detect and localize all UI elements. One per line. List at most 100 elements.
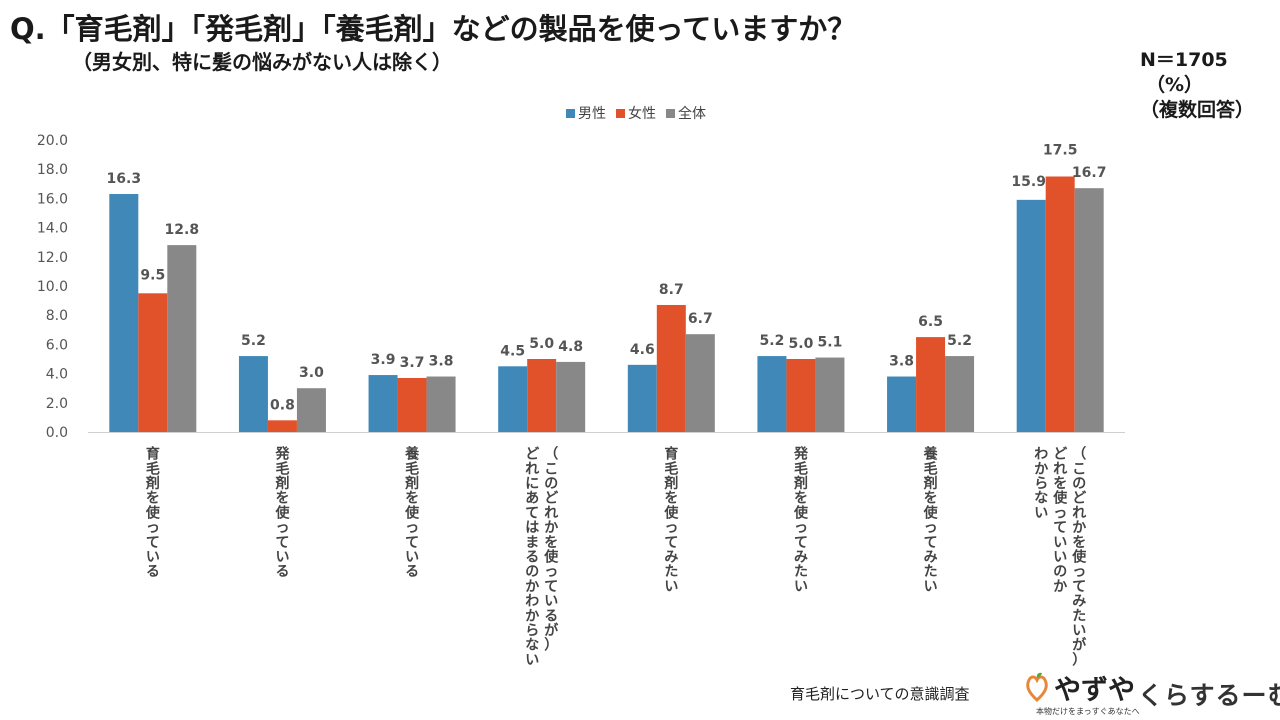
category-label-char: 剤 [145, 475, 160, 492]
multiple-answer-note: （複数回答） [1140, 99, 1255, 121]
category-label-char: 使 [923, 504, 939, 521]
category-label-char: て [275, 535, 289, 551]
category-label-char: 使 [663, 504, 679, 521]
yazuya-logo: やずや 本物だけをまっすぐあなたへ [1024, 668, 1140, 718]
chart-subtitle: （男女別、特に髪の悩みがない人は除く） [72, 50, 452, 74]
category-label-char: わ [525, 594, 539, 610]
category-label: 養毛剤を使っている [404, 446, 420, 581]
value-label-total: 16.7 [1072, 165, 1107, 181]
category-label-char: 毛 [794, 460, 808, 477]
bar-total [296, 388, 326, 432]
category-label-char: っ [1053, 505, 1067, 521]
category-label-char: た [794, 564, 808, 580]
category-label-char: 使 [404, 504, 420, 521]
category-label-char: ） [1072, 652, 1086, 668]
category-label-char: か [544, 520, 558, 536]
category-label-char: み [794, 550, 808, 566]
category-label-char: の [1053, 564, 1067, 580]
category-label-char: を [405, 491, 419, 507]
bar-total [685, 334, 715, 432]
category-label: （このどれかを使ってみたいが） [1071, 447, 1087, 669]
y-tick-label: 6.0 [46, 337, 68, 353]
value-label-male: 15.9 [1011, 174, 1046, 190]
category-label: どれにあてはまるのかわからない [525, 447, 539, 669]
category-label-char: っ [1072, 564, 1086, 580]
category-label: 発毛剤を使っている [274, 446, 290, 581]
category-label-char: 剤 [274, 475, 289, 492]
category-label-char: を [664, 491, 678, 507]
bar-total [556, 361, 586, 432]
category-label-char: ど [544, 491, 558, 507]
category-label-char: っ [924, 520, 938, 536]
category-label-char: か [525, 579, 539, 595]
category-label-char: る [544, 608, 558, 624]
category-label-char: れ [1072, 505, 1086, 521]
category-label-char: （ [544, 447, 558, 463]
category-label-char: 剤 [663, 475, 678, 492]
category-label-char: 剤 [923, 475, 938, 492]
category-label-char: こ [1072, 461, 1086, 477]
category-label-char: っ [405, 520, 419, 536]
legend-label-female: 女性 [628, 106, 656, 122]
category-label-char: ら [1034, 476, 1048, 492]
category-label-char: が [544, 622, 559, 639]
y-tick-label: 20.0 [37, 133, 68, 149]
legend: 男性 女性 全体 [566, 103, 706, 123]
bar-female [656, 304, 686, 432]
legend-swatch-total [666, 108, 675, 118]
category-label-char: 剤 [404, 475, 419, 492]
category-label-char: ど [1053, 447, 1067, 463]
category-label-char: る [525, 550, 539, 566]
category-label: 発毛剤を使ってみたい [793, 446, 809, 595]
category-label-char: 養 [404, 446, 419, 463]
bar-female [267, 420, 297, 432]
category-label-char: 毛 [664, 460, 678, 477]
bar-total [1074, 188, 1104, 432]
category-label-char: は [525, 520, 539, 536]
category-label-char: の [525, 564, 539, 580]
category-label-char: い [794, 579, 808, 595]
category-label-char: っ [275, 520, 289, 536]
category-label-char: る [146, 564, 160, 580]
category-label-char: っ [794, 520, 808, 536]
category-label-char: か [1034, 461, 1048, 477]
value-label-total: 5.1 [818, 335, 843, 351]
category-label-char: た [664, 564, 678, 580]
y-tick-label: 2.0 [46, 396, 68, 412]
category-label-char: か [1072, 520, 1086, 536]
category-label-char: 毛 [275, 460, 289, 477]
category-label-char: 発 [793, 446, 809, 463]
category-label-char: い [924, 579, 938, 595]
category-label-char: れ [1053, 461, 1067, 477]
category-label-char: い [1072, 623, 1086, 639]
unit-label: （%） [1146, 74, 1204, 96]
category-label-char: る [275, 564, 289, 580]
category-label-char: み [664, 550, 678, 566]
category-label-char: を [794, 491, 808, 507]
category-label-char: た [1072, 608, 1086, 624]
category-label-char: を [924, 491, 938, 507]
y-tick-label: 4.0 [46, 367, 68, 383]
y-tick-label: 16.0 [37, 191, 68, 207]
category-label-char: い [146, 550, 160, 566]
value-label-female: 8.7 [659, 282, 684, 298]
legend-label-total: 全体 [678, 106, 706, 122]
category-label-char: わ [1034, 447, 1048, 463]
category-label: （このどれかを使っているが） [543, 447, 559, 654]
category-label-char: い [664, 579, 678, 595]
category-label-char: か [1053, 579, 1067, 595]
legend-swatch-female [616, 108, 625, 118]
category-label-char: み [924, 550, 938, 566]
bar-female [916, 337, 946, 432]
bar-male [627, 364, 657, 432]
category-label-char: 使 [145, 504, 161, 521]
category-label-char: に [525, 476, 539, 492]
bar-male [368, 375, 398, 432]
category-label-char: て [1053, 520, 1067, 536]
category-label-char: れ [544, 505, 558, 521]
bar-total [815, 357, 845, 432]
category-label-char: 使 [793, 504, 809, 521]
category-label-char: い [275, 550, 289, 566]
category-label-char: 育 [146, 446, 160, 463]
value-label-female: 0.8 [270, 397, 295, 413]
